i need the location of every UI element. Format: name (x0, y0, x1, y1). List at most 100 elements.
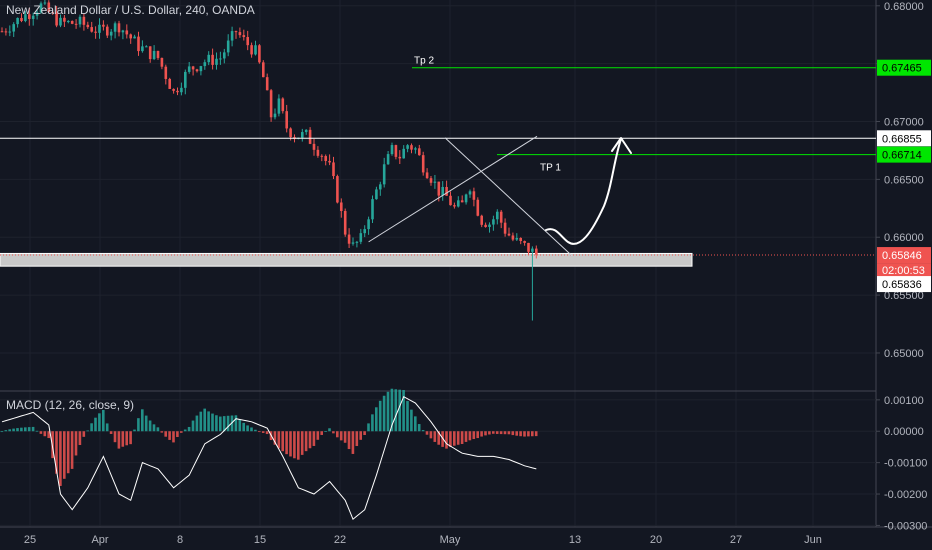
candle-body-22 (86, 24, 90, 28)
macd-hist-bar-126 (492, 431, 495, 434)
macd-hist-bar-18 (70, 431, 74, 469)
macd-tick-label: 0.00000 (884, 426, 924, 438)
macd-hist-bar-32 (125, 431, 128, 446)
macd-hist-bar-28 (109, 431, 113, 434)
macd-hist-bar-75 (293, 431, 296, 459)
macd-hist-bar-11 (43, 431, 47, 437)
candle-body-14 (55, 12, 58, 26)
macd-hist-bar-21 (82, 431, 86, 437)
macd-hist-bar-98 (382, 395, 386, 432)
candle-body-40 (156, 50, 160, 58)
candle-body-90 (351, 242, 355, 244)
macd-hist-bar-70 (273, 431, 277, 445)
candle-body-31 (121, 30, 125, 33)
candle-body-107 (418, 148, 421, 156)
macd-hist-bar-119 (464, 431, 468, 442)
macd-hist-bar-8 (31, 426, 35, 432)
time-tick-label: 15 (254, 534, 266, 546)
candle-body-72 (281, 98, 285, 112)
candle-body-9 (35, 12, 39, 16)
candle-body-39 (152, 50, 156, 60)
macd-hist-bar-77 (300, 431, 304, 455)
chart-title: New Zealand Dollar / U.S. Dollar, 240, O… (6, 3, 255, 17)
time-tick-label: 20 (650, 534, 662, 546)
macd-hist-bar-134 (523, 431, 526, 437)
macd-hist-bar-43 (168, 431, 171, 440)
macd-hist-bar-86 (336, 431, 339, 438)
macd-hist-bar-12 (47, 431, 50, 439)
macd-hist-bar-51 (199, 411, 203, 432)
macd-hist-bar-25 (98, 413, 101, 432)
candle-body-102 (398, 156, 402, 159)
candle-body-78 (304, 129, 308, 133)
candle-body-21 (82, 16, 86, 25)
macd-hist-bar-123 (480, 431, 483, 437)
macd-hist-bar-58 (226, 415, 230, 432)
candle-body-134 (523, 241, 526, 243)
macd-hist-bar-73 (285, 431, 288, 455)
macd-hist-bar-102 (398, 389, 401, 432)
candle-body-25 (98, 24, 101, 33)
macd-hist-bar-133 (519, 431, 522, 437)
time-tick-label: 27 (730, 534, 742, 546)
macd-hist-bar-23 (90, 423, 93, 432)
candle-body-86 (336, 176, 339, 203)
macd-hist-bar-116 (453, 431, 456, 446)
candle-body-96 (375, 189, 378, 200)
macd-hist-bar-89 (347, 431, 351, 450)
candle-body-121 (472, 191, 476, 200)
candle-body-108 (421, 155, 425, 173)
candle-body-6 (24, 14, 27, 22)
candle-body-32 (125, 30, 129, 35)
macd-hist-bar-17 (66, 431, 70, 474)
macd-tick-label: 0.00100 (884, 395, 924, 407)
macd-hist-bar-99 (386, 391, 390, 432)
candle-body-98 (382, 164, 386, 185)
candle-body-82 (320, 155, 324, 157)
candle-body-77 (301, 132, 304, 138)
level-price-tag-bg (877, 130, 931, 147)
macd-hist-bar-3 (12, 428, 15, 432)
candle-body-74 (289, 128, 292, 138)
macd-hist-bar-131 (511, 431, 515, 436)
candle-body-71 (277, 98, 281, 114)
macd-hist-bar-104 (406, 401, 409, 432)
forecast-arrow (545, 138, 622, 245)
candle-body-115 (449, 195, 452, 206)
candle-body-93 (363, 229, 366, 234)
macd-hist-bar-76 (297, 431, 300, 460)
macd-hist-bar-117 (456, 431, 460, 445)
macd-hist-bar-121 (472, 431, 476, 440)
macd-hist-bar-56 (219, 416, 222, 432)
macd-hist-bar-40 (156, 427, 160, 432)
macd-hist-bar-52 (203, 408, 206, 432)
candle-body-110 (429, 178, 433, 183)
macd-hist-bar-136 (531, 431, 534, 437)
macd-hist-bar-130 (507, 431, 511, 435)
macd-hist-bar-15 (59, 431, 62, 486)
candle-body-38 (148, 46, 152, 60)
support-zone (0, 252, 693, 267)
macd-hist-bar-71 (277, 431, 281, 449)
macd-hist-bar-16 (63, 431, 66, 479)
macd-hist-bar-114 (445, 431, 448, 449)
candle-body-97 (379, 184, 382, 190)
candle-body-81 (316, 149, 320, 156)
macd-hist-bar-112 (437, 431, 440, 445)
macd-hist-bar-106 (414, 416, 417, 432)
macd-hist-bar-26 (102, 409, 105, 432)
level-price-tag-bg (877, 146, 931, 163)
candle-body-52 (203, 62, 207, 67)
macd-line (1, 395, 537, 521)
candle-body-42 (164, 66, 168, 79)
macd-tick-label: -0.00100 (884, 458, 927, 470)
candle-body-114 (445, 186, 448, 196)
candle-body-83 (324, 156, 327, 161)
macd-hist-bar-129 (503, 431, 507, 435)
macd-hist-bar-10 (39, 431, 43, 434)
candle-body-103 (402, 148, 405, 159)
candle-body-91 (355, 241, 359, 243)
candle-body-12 (47, 2, 51, 13)
